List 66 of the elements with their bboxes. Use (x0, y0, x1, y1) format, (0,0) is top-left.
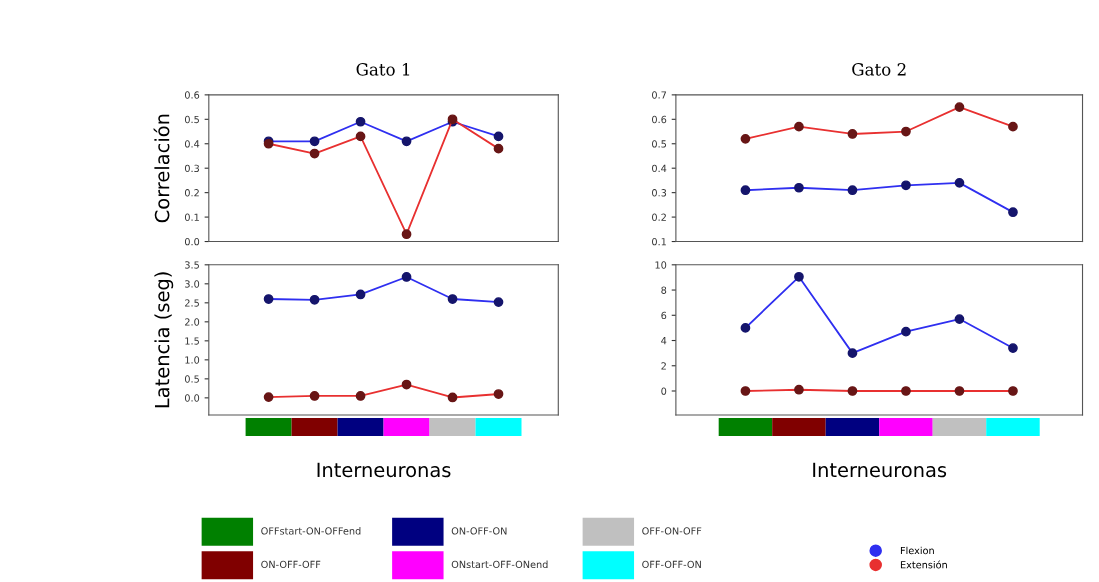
y-tick-label: 4 (661, 337, 667, 345)
category-label: OFFstart-ON-OFFend (261, 527, 361, 535)
y-tick-label: 0.7 (652, 91, 667, 99)
y-tick-label: 0.1 (652, 238, 666, 246)
point (493, 389, 504, 399)
y-tick-label: 0.4 (652, 164, 667, 173)
point (901, 386, 911, 396)
point (401, 379, 412, 390)
chart-title: Gato 1 (356, 63, 410, 76)
y-tick-label: 8 (661, 286, 667, 294)
point (1008, 343, 1018, 353)
y-tick-label: 0.5 (652, 140, 667, 148)
y-tick-label: 0.3 (652, 189, 667, 197)
point (794, 271, 804, 282)
point (447, 294, 458, 304)
y-tick-label: 0.2 (652, 213, 666, 221)
y-axis-title: Correlación (153, 114, 170, 223)
y-tick-label: 2.5 (185, 299, 199, 307)
legend-label: Flexion (900, 546, 934, 555)
point (740, 386, 751, 396)
y-tick-label: 1.0 (185, 356, 200, 364)
legend-label: Extensión (900, 560, 947, 569)
y-tick-label: 0 (661, 387, 667, 395)
y-tick-label: 0.6 (184, 91, 200, 99)
category-label: OFF-OFF-ON (642, 560, 701, 569)
point (355, 391, 366, 401)
y-tick-label: 0.5 (184, 375, 199, 383)
y-tick-label: 2.0 (185, 318, 200, 326)
point (954, 314, 965, 324)
y-tick-label: 0.4 (184, 140, 200, 148)
point (263, 392, 274, 402)
category-label: ON-OFF-ON (451, 527, 507, 535)
category-label: ON-OFF-OFF (261, 560, 321, 569)
point (355, 289, 366, 300)
point (1008, 386, 1018, 396)
category-label: OFF-ON-OFF (642, 527, 702, 535)
point (401, 272, 412, 282)
y-tick-label: 0.5 (184, 115, 199, 124)
point (794, 384, 804, 395)
y-tick-label: 0.3 (184, 164, 199, 173)
point (901, 326, 911, 337)
y-tick-label: 1.5 (185, 337, 199, 345)
point (263, 294, 274, 304)
y-tick-label: 0.1 (184, 213, 199, 221)
category-label: ONstart-OFF-ONend (451, 560, 548, 569)
y-tick-label: 6 (661, 311, 667, 320)
point (954, 386, 965, 396)
y-tick-label: 3.0 (185, 280, 200, 288)
y-tick-label: 0.0 (184, 394, 200, 402)
point (309, 294, 320, 305)
point (493, 297, 504, 307)
y-tick-label: 0.0 (184, 238, 200, 246)
y-tick-label: 0.6 (652, 115, 667, 124)
x-axis-title: Interneuronas (317, 462, 451, 478)
y-tick-label: 3.5 (185, 261, 199, 269)
chart-title: Gato 2 (852, 63, 906, 76)
y-tick-label: 2 (661, 362, 666, 370)
point (740, 323, 751, 333)
point (847, 386, 858, 396)
x-axis-title: Interneuronas (813, 462, 947, 478)
y-tick-label: 0.2 (184, 189, 199, 197)
point (847, 348, 858, 358)
y-axis-title: Latencia (seg) (154, 272, 174, 408)
point (309, 391, 320, 401)
point (447, 392, 458, 403)
y-tick-label: 10 (655, 261, 667, 269)
